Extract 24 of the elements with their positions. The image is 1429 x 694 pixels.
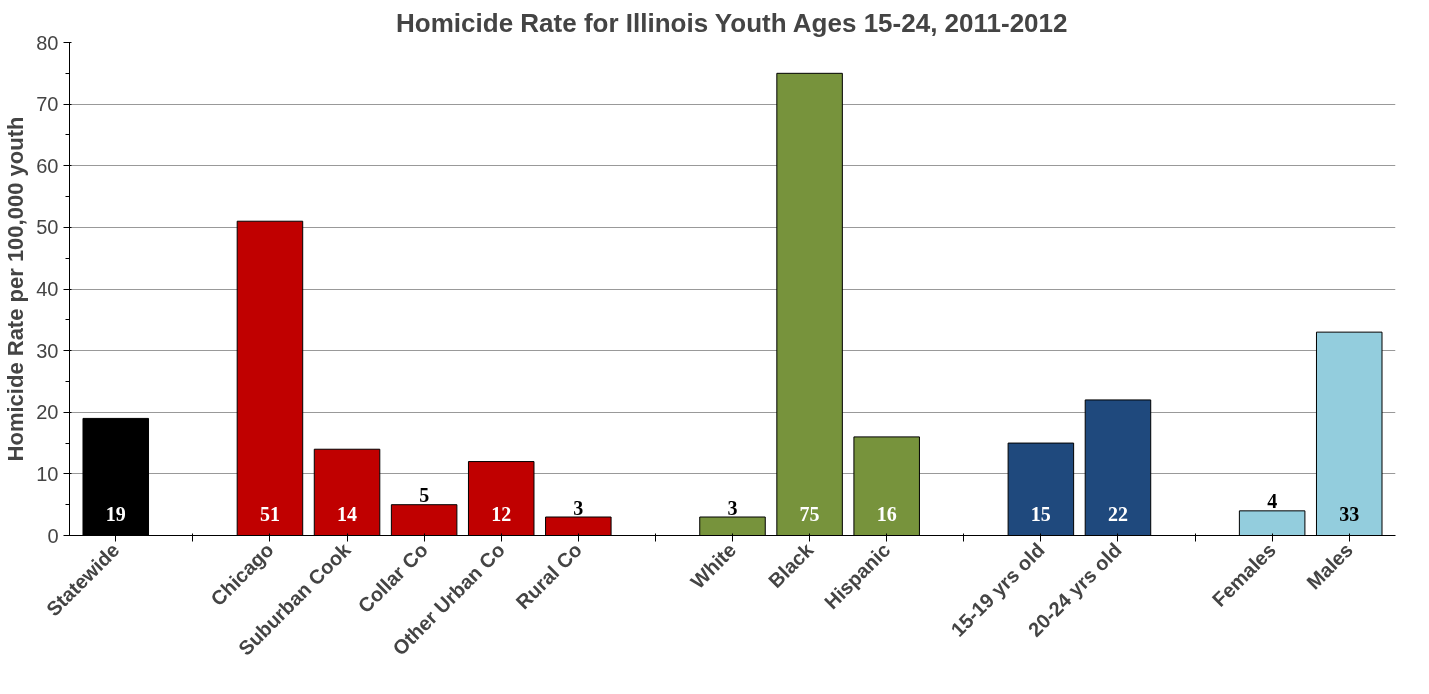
y-tick-label: 30 <box>36 339 59 362</box>
y-tick-label: 10 <box>36 462 59 485</box>
data-label: 51 <box>259 502 280 525</box>
data-label: 75 <box>799 502 820 525</box>
data-label: 15 <box>1030 502 1051 525</box>
data-label: 14 <box>337 502 358 525</box>
data-label: 16 <box>876 502 897 525</box>
data-label: 5 <box>419 484 430 507</box>
y-tick-label: 50 <box>36 216 59 239</box>
y-tick-label: 20 <box>36 401 59 424</box>
chart-title: Homicide Rate for Illinois Youth Ages 15-24, 2011-2012 <box>396 7 1068 38</box>
data-label: 3 <box>727 496 738 519</box>
data-label: 3 <box>573 496 584 519</box>
data-label: 33 <box>1339 502 1360 525</box>
y-tick-label: 40 <box>36 278 59 300</box>
data-label: 22 <box>1107 502 1128 525</box>
y-tick-label: 70 <box>36 93 59 116</box>
data-label: 12 <box>491 502 512 525</box>
data-label: 4 <box>1267 490 1278 513</box>
y-tick-label: 0 <box>47 524 59 547</box>
data-label: 19 <box>105 502 126 525</box>
y-tick-label: 60 <box>36 154 59 177</box>
y-tick-label: 80 <box>36 31 59 54</box>
y-axis-title: Homicide Rate per 100,000 youth <box>3 116 29 462</box>
